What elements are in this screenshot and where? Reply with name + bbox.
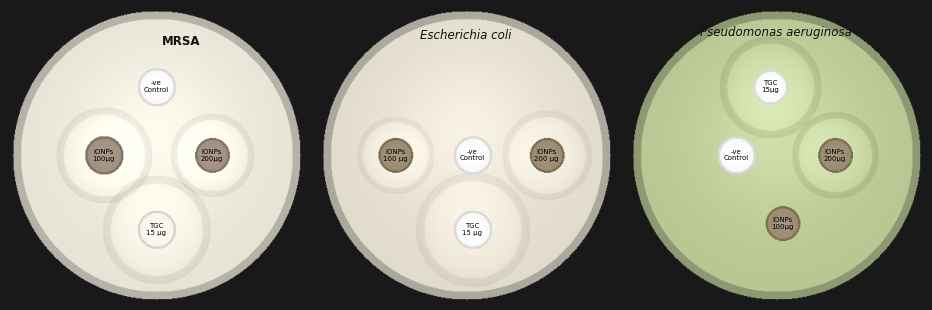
Text: -ve
Control: -ve Control	[459, 148, 485, 162]
Text: IONPs
200 μg: IONPs 200 μg	[534, 148, 558, 162]
Text: -ve
Control: -ve Control	[723, 148, 748, 162]
Text: TGC
15μg: TGC 15μg	[761, 80, 778, 93]
Text: IONPs
100μg: IONPs 100μg	[92, 148, 115, 162]
Text: IONPs
200μg: IONPs 200μg	[200, 148, 223, 162]
Text: MRSA: MRSA	[161, 35, 200, 48]
Text: -ve
Control: -ve Control	[144, 80, 169, 93]
Text: Pseudomonas aeruginosa: Pseudomonas aeruginosa	[700, 26, 852, 39]
Text: IONPs
100μg: IONPs 100μg	[771, 217, 793, 230]
Text: Escherichia coli: Escherichia coli	[420, 29, 512, 42]
Text: TGC
15 μg: TGC 15 μg	[146, 223, 166, 236]
Text: TGC
15 μg: TGC 15 μg	[462, 223, 482, 236]
Text: IONPs
100 μg: IONPs 100 μg	[383, 148, 407, 162]
Text: IONPs
200μg: IONPs 200μg	[823, 148, 845, 162]
